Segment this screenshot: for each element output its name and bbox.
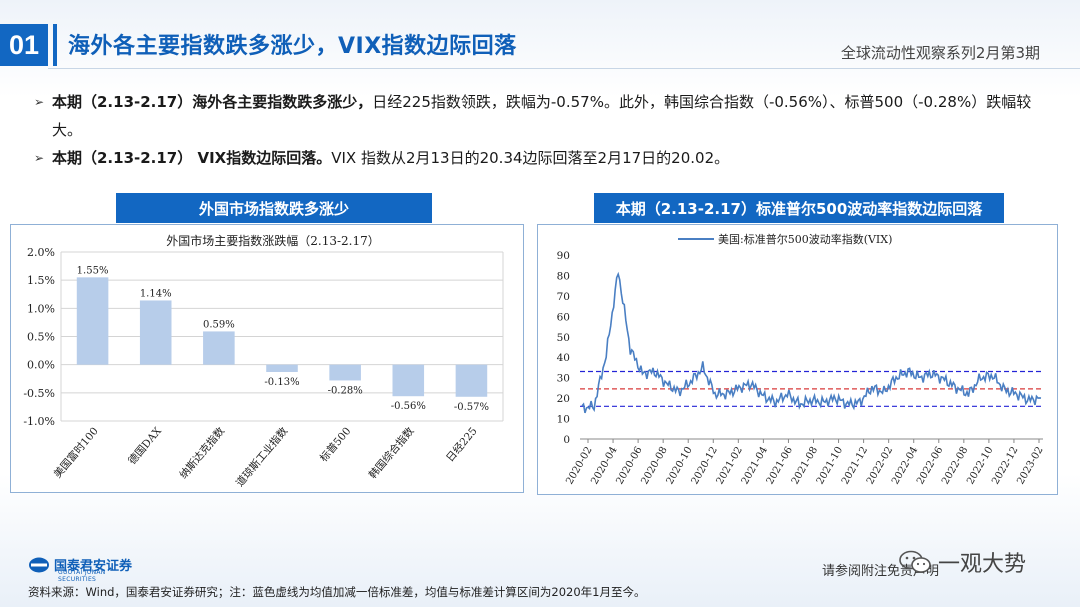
bar: [139, 300, 172, 365]
line-chart: 美国:标准普尔500波动率指数(VIX) 90 80 70 60 50 40 30 20 10 0…: [557, 232, 1046, 486]
bullet-text: VIX 指数从2月13日的20.34边际回落至2月17日的20.02。: [331, 149, 730, 167]
bar-data-label: -0.56%: [391, 401, 426, 412]
watermark-text: 一观大势: [938, 552, 1027, 577]
bar: [329, 364, 361, 381]
bar: [203, 331, 235, 365]
bar-data-label: 0.59%: [203, 319, 235, 330]
bullet-bold: 本期（2.13-2.17） VIX指数边际回落。: [52, 149, 332, 167]
bullet-arrow-icon: ➢: [34, 151, 45, 165]
summary-bullets: ➢ 本期（2.13-2.17）海外各主要指数跌多涨少，日经225指数领跌，跌幅为…: [34, 88, 1044, 172]
bar-category-label: 韩国综合指数: [366, 424, 417, 481]
series-subtitle: 全球流动性观察系列2月第3期: [840, 44, 1040, 62]
bar-chart-panel: 外国市场主要指数涨跌幅（2.13-2.17） 2.0% 1.5% 1.0% 0.5% 0…: [10, 224, 524, 493]
bar: [266, 364, 298, 372]
bar-category-label: 德国DAX: [125, 424, 164, 467]
line-y-tick-label: 90: [557, 250, 570, 262]
left-panel-header: 外国市场指数跌多涨少: [116, 193, 432, 223]
header-accent-bar: [53, 24, 57, 66]
bar-chart-title: 外国市场主要指数涨跌幅（2.13-2.17）: [166, 233, 380, 248]
line-reference-lines: [580, 370, 1043, 407]
logo-mark-icon: [29, 557, 49, 572]
line-legend: 美国:标准普尔500波动率指数(VIX): [678, 232, 892, 246]
bar-y-tick-label: 0.5%: [27, 331, 55, 344]
bar-data-labels: 1.55% 1.14% 0.59% -0.13% -0.28% -0.56% -0.57%: [77, 265, 489, 412]
bar-data-label: 1.55%: [77, 265, 109, 276]
line-y-tick-label: 60: [557, 311, 570, 323]
section-number: 01: [0, 24, 48, 66]
line-x-ticks: 2020-022020-042020-062020-082020-102020-…: [564, 439, 1046, 486]
line-y-tick-label: 10: [557, 414, 570, 426]
bar-data-label: -0.13%: [264, 377, 299, 388]
bar-category-label: 道琼斯工业指数: [233, 424, 291, 489]
source-note: 资料来源：Wind，国泰君安证券研究；注：蓝色虚线为均值加减一倍标准差，均值与标…: [28, 585, 646, 599]
bar-gridlines: [60, 251, 504, 422]
line-y-tick-label: 50: [557, 332, 570, 344]
bar-y-tick-label: -0.5%: [23, 387, 55, 400]
bullet-arrow-icon: ➢: [34, 95, 45, 109]
bar: [76, 277, 109, 365]
logo-en-text: GUOTAI JUNAN SECURITIES: [58, 569, 106, 583]
line-y-tick-label: 70: [557, 291, 570, 303]
bar-category-label: 日经225: [443, 425, 479, 465]
bullet-bold: 本期（2.13-2.17）海外各主要指数跌多涨少，: [52, 93, 373, 111]
watermark: 一观大势: [898, 546, 1026, 578]
company-logo: 国泰君安证券 GUOTAI JUNAN SECURITIES: [28, 555, 133, 583]
bar-chart: 外国市场主要指数涨跌幅（2.13-2.17） 2.0% 1.5% 1.0% 0.5% 0…: [23, 233, 504, 489]
bar-data-label: -0.28%: [328, 385, 363, 396]
bar-data-label: -0.57%: [454, 402, 489, 413]
page-title: 海外各主要指数跌多涨少，VIX指数边际回落: [68, 34, 517, 59]
bar: [455, 364, 488, 397]
logo-cn-text: 国泰君安证券: [54, 559, 133, 574]
header-divider: [48, 68, 1080, 69]
bullet-text: 日经225指数领跌，跌幅为-0.57%。此外，韩国综合指数（-0.56%）、标普…: [52, 93, 1032, 139]
line-y-ticks: 90 80 70 60 50 40 30 20 10 0: [557, 250, 1043, 446]
line-y-tick-label: 30: [557, 373, 570, 385]
bar-y-tick-label: 1.5%: [27, 274, 55, 287]
bar-category-label: 美国富时100: [51, 425, 101, 481]
line-chart-panel: 美国:标准普尔500波动率指数(VIX) 90 80 70 60 50 40 30 20 10 0…: [537, 224, 1058, 495]
bar-category-label: 标普500: [317, 425, 353, 465]
line-y-tick-label: 20: [557, 393, 570, 405]
line-y-tick-label: 40: [557, 352, 570, 364]
bar-data-label: 1.14%: [140, 288, 172, 299]
bar-x-ticks: 美国富时100 德国DAX 纳斯达克指数 道琼斯工业指数 标普500 韩国综合指数 日经22…: [51, 424, 480, 489]
bar-series: [76, 277, 488, 397]
line-y-tick-label: 80: [557, 270, 570, 282]
bar: [392, 364, 425, 397]
legend-label: 美国:标准普尔500波动率指数(VIX): [718, 232, 892, 246]
line-y-tick-label: 0: [563, 434, 570, 446]
bar-y-tick-label: 0.0%: [27, 359, 55, 372]
bar-y-tick-label: 2.0%: [27, 246, 55, 259]
bullet-item: ➢ 本期（2.13-2.17）海外各主要指数跌多涨少，日经225指数领跌，跌幅为…: [34, 88, 1044, 144]
bar-y-tick-label: -1.0%: [23, 415, 55, 428]
bar-category-label: 纳斯达克指数: [177, 424, 228, 481]
bar-y-tick-label: 1.0%: [27, 302, 55, 315]
bar-y-ticks: 2.0% 1.5% 1.0% 0.5% 0.0% -0.5% -1.0%: [23, 246, 55, 428]
bullet-item: ➢ 本期（2.13-2.17） VIX指数边际回落。VIX 指数从2月13日的2…: [34, 144, 1044, 172]
wechat-icon: [899, 550, 931, 573]
right-panel-header: 本期（2.13-2.17）标准普尔500波动率指数边际回落: [594, 193, 1004, 223]
vix-series-line: [581, 271, 1042, 414]
